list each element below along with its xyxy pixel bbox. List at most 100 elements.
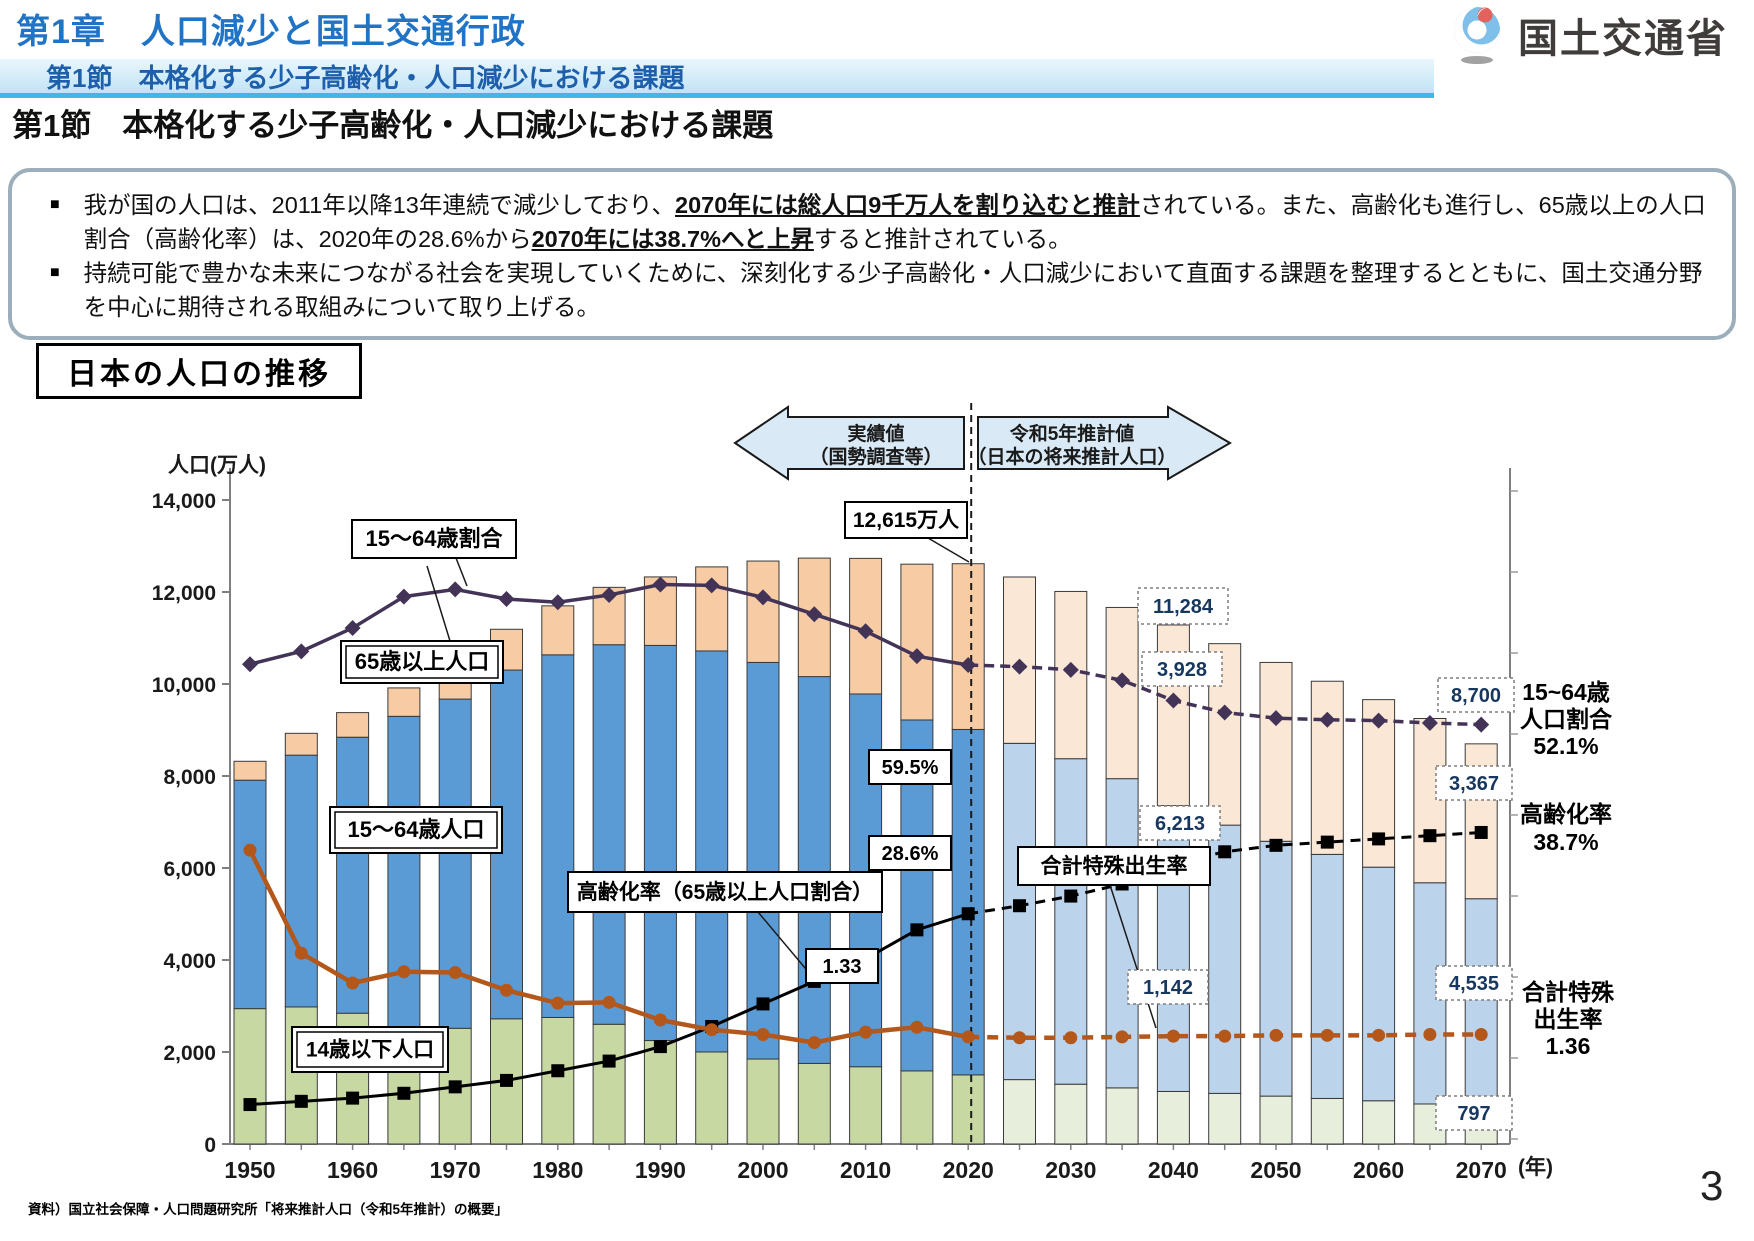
bar-segment: [849, 1066, 883, 1145]
square-marker: [1320, 835, 1334, 849]
bar-1985: [592, 586, 626, 1145]
bar-segment: [541, 1016, 575, 1145]
bar-segment: [900, 1070, 934, 1145]
bar-segment: [233, 760, 267, 781]
diamond-marker: [447, 581, 464, 598]
x-tick-label: 1980: [532, 1157, 583, 1183]
callout-total-2070: [1437, 677, 1515, 713]
circle-marker: [756, 1028, 770, 1042]
diamond-marker: [1062, 661, 1079, 678]
callout-aging-2020-text: 28.6%: [882, 843, 939, 865]
x-tick-label: 2020: [943, 1157, 994, 1183]
bullet-marker: ■: [50, 264, 60, 281]
callout-over65-2040-text: 3,928: [1157, 659, 1207, 681]
bar-segment: [695, 650, 729, 1053]
bar-segment: [1105, 606, 1139, 780]
y-tick-label: 12,000: [152, 582, 216, 605]
callout-over65-2070-text: 3,367: [1449, 773, 1499, 795]
side-label-tfr: 合計特殊出生率 1.36: [1522, 979, 1615, 1059]
callout-over65-2040: [1141, 651, 1223, 687]
circle-marker: [448, 966, 462, 980]
circle-marker: [294, 946, 308, 960]
square-marker: [1372, 832, 1386, 846]
label-over65-population-inner: [345, 645, 499, 679]
summary-bullet: ■ 持続可能で豊かな未来につながる社会を実現していくために、深刻化する少子高齢化・…: [32, 256, 1706, 324]
population-chart: 0 2,000 4,000 6,000 8,000 10,000 12,000 14,000 1…: [0, 335, 1754, 1210]
y-axis-title: 人口(万人): [168, 454, 266, 477]
label-working-population-text: 15～64歳人口: [348, 817, 485, 842]
bar-2030: [1054, 590, 1088, 1145]
callout-ratio-2020-text: 59.5%: [882, 757, 939, 779]
summary-bullet: ■ 我が国の人口は、2011年以降13年連続で減少しており、2070年には総人口9…: [32, 188, 1706, 256]
square-marker: [1218, 845, 1232, 859]
label-over65-population-leader: [426, 565, 451, 642]
bar-segment: [951, 728, 985, 1076]
circle-marker: [500, 983, 513, 997]
bar-segment: [541, 654, 575, 1018]
bar-segment: [233, 779, 267, 1010]
y-tick-label: 14,000: [152, 490, 216, 513]
square-marker: [551, 1064, 565, 1078]
bar-segment: [592, 644, 626, 1025]
diamond-marker: [908, 648, 925, 665]
label-aging-rate-text: 高齢化率（65歳以上人口割合）: [577, 880, 873, 904]
bar-segment: [746, 661, 780, 1060]
circle-marker: [1218, 1029, 1232, 1043]
agency-name: 国土交通省: [1518, 17, 1728, 61]
diamond-marker: [344, 619, 361, 636]
side-label-aging: 高齢化率 38.7%: [1520, 801, 1612, 855]
x-tick-label: 2060: [1353, 1157, 1404, 1183]
callout-total-2020: [844, 501, 968, 539]
callout-total-2040-text: 11,284: [1153, 596, 1214, 618]
circle-marker: [602, 995, 616, 1009]
side-label-ratio: 15~64歳人口割合 52.1%: [1520, 679, 1613, 759]
bar-segment: [1003, 1079, 1036, 1145]
callout-working-2070: [1435, 965, 1513, 1001]
bar-segment: [1208, 1092, 1242, 1145]
diamond-marker: [960, 657, 977, 674]
callout-total-2070-text: 8,700: [1451, 685, 1501, 707]
source-note: 資料）国立社会保障・人口問題研究所「将来推計人口（令和5年推計）の概要」: [28, 1202, 509, 1217]
bar-2060: [1362, 699, 1396, 1145]
callout-working-2040-text: 6,213: [1155, 813, 1205, 835]
bar-segment: [1362, 1100, 1396, 1145]
actual-values-arrow-label: （国勢調査等）: [809, 445, 942, 468]
diamond-marker: [601, 586, 618, 603]
callout-total-2020-text: 12,615万人: [853, 509, 959, 532]
bar-segment: [1259, 840, 1293, 1097]
bar-segment: [1310, 853, 1344, 1099]
bar-segment: [1259, 661, 1293, 842]
circle-marker: [1115, 1030, 1129, 1044]
bar-2005: [797, 557, 831, 1145]
bar-segment: [1259, 1095, 1293, 1145]
projection-values-arrow-label: （日本の将来推計人口）: [967, 445, 1176, 468]
label-tfr-text: 合計特殊出生率: [1041, 854, 1188, 878]
bar-segment: [1156, 1090, 1190, 1145]
label-aging-rate: [567, 871, 883, 913]
y-tick-label: 6,000: [163, 858, 216, 881]
bullet-text: 我が国の人口は、2011年以降13年連続で減少しており、2070年には総人口9千…: [83, 192, 1706, 252]
circle-marker: [1423, 1028, 1437, 1042]
circle-marker: [1474, 1028, 1488, 1042]
callout-under14-2070-text: 797: [1457, 1103, 1490, 1125]
circle-marker: [910, 1020, 924, 1034]
diamond-marker: [755, 589, 771, 606]
x-tick-label: 2010: [840, 1157, 891, 1183]
diamond-marker: [1165, 692, 1182, 709]
diamond-marker: [1421, 714, 1438, 731]
label-under14-population: [291, 1026, 449, 1073]
circle-marker: [653, 1013, 667, 1027]
chart-title: 日本の人口の推移: [67, 358, 331, 391]
circle-marker: [1269, 1028, 1283, 1042]
callout-under14-2040-text: 1,142: [1143, 977, 1193, 999]
label-ratio-15-64-text: 15～64歳割合: [366, 526, 504, 551]
diamond-marker: [498, 591, 515, 608]
agency-logo: 国土交通省: [1450, 4, 1728, 66]
bar-2065: [1413, 718, 1447, 1145]
actual-values-arrow-label: 実績値: [847, 422, 904, 445]
actual-values-arrow: [733, 405, 965, 481]
label-under14-population-text: 14歳以下人口: [306, 1039, 434, 1062]
bar-segment: [1054, 1083, 1088, 1145]
mlit-logo-icon: [1454, 7, 1500, 64]
